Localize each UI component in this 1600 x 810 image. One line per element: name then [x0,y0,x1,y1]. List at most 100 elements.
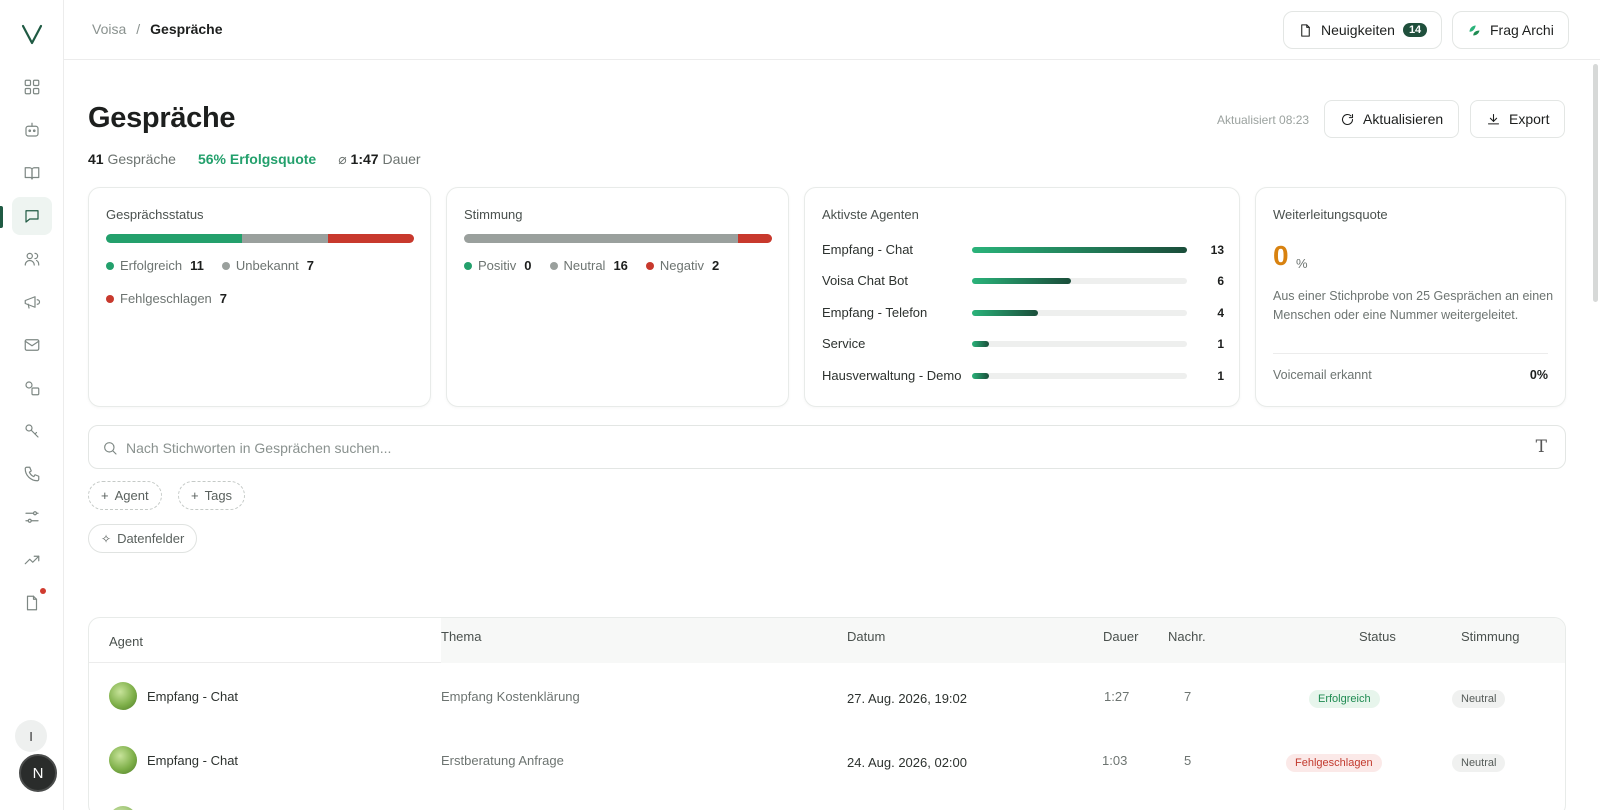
summary-stats: 41 Gespräche 56% Erfolgsquote ⌀ 1:47 Dau… [88,151,421,168]
scrollbar-thumb[interactable] [1593,64,1598,302]
bot-icon [25,122,39,137]
download-icon [1487,113,1500,124]
sentiment-card: Stimmung Positiv 0 Neutral 16 Negativ 2 [446,187,789,407]
column-messages[interactable]: Nachr. [1168,629,1206,644]
column-date[interactable]: Datum [847,629,886,644]
agent-bar [972,310,1039,316]
column-topic[interactable]: Thema [441,629,482,644]
phone-icon [24,466,40,482]
ask-archi-label: Frag Archi [1490,22,1554,38]
refresh-label: Aktualisieren [1363,111,1444,127]
sidebar-item-documents[interactable] [12,584,52,622]
column-duration[interactable]: Dauer [1103,629,1139,644]
cell-date: 24. Aug. 2026, 02:00 [847,755,967,770]
cell-messages: 5 [1184,753,1192,768]
news-button[interactable]: Neuigkeiten 14 [1283,11,1443,49]
sidebar-item-integrations[interactable] [12,369,52,407]
voisa-logo[interactable] [20,22,44,46]
column-agent[interactable]: Agent [109,634,143,649]
sidebar-item-keys[interactable] [12,412,52,450]
sidebar-item-analytics[interactable] [12,541,52,579]
sidebar-item-settings[interactable] [12,498,52,536]
sidebar-item-knowledge[interactable] [12,154,52,192]
megaphone-icon [24,296,41,309]
sidebar-item-contacts[interactable] [12,240,52,278]
agent-row[interactable]: Empfang - Telefon 4 [822,305,1224,320]
last-updated: Aktualisiert 08:23 [1217,113,1310,127]
notification-dot [40,588,46,594]
user-avatar[interactable]: N [19,754,57,792]
search-input[interactable] [126,437,1506,459]
plus-icon: + [191,488,199,503]
legend-failed: Fehlgeschlagen 7 [106,291,227,306]
stack-segment [106,234,242,243]
trend-icon [24,555,40,565]
forward-rate-unit: % [1296,256,1308,271]
cell-agent: Empfang - Chat [147,689,239,704]
sparkle-icon: ✧ [101,531,112,546]
search-icon [104,442,117,455]
shapes-icon [25,381,40,396]
forward-rate-card: Weiterleitungsquote 0 % Aus einer Stichp… [1255,187,1566,407]
sidebar-item-agents[interactable] [12,111,52,149]
scrollbar[interactable] [1592,60,1600,810]
sidebar: I N [0,0,64,810]
agent-row[interactable]: Voisa Chat Bot 6 [822,273,1224,288]
breadcrumb-current: Gespräche [150,21,223,37]
refresh-button[interactable]: Aktualisieren [1324,100,1460,138]
forward-rate-description: Aus einer Stichprobe von 25 Gesprächen a… [1273,289,1554,322]
sidebar-item-mail[interactable] [12,326,52,364]
agents-card-title: Aktivste Agenten [822,207,919,222]
agent-avatar [109,682,137,710]
agent-row[interactable]: Empfang - Chat 13 [822,242,1224,257]
plus-icon: + [101,488,109,503]
ask-archi-button[interactable]: Frag Archi [1452,11,1569,49]
key-icon [25,424,39,438]
news-count-badge: 14 [1402,23,1428,37]
datafields-button[interactable]: ✧ Datenfelder [88,524,198,553]
column-status[interactable]: Status [1359,629,1396,644]
cell-date: 27. Aug. 2026, 19:02 [847,691,967,706]
column-sentiment[interactable]: Stimmung [1461,629,1520,644]
export-label: Export [1509,111,1550,127]
users-icon [24,252,40,266]
sidebar-item-conversations[interactable] [12,197,52,235]
workspace-avatar[interactable]: I [15,720,47,752]
export-button[interactable]: Export [1470,100,1566,138]
agent-row[interactable]: Hausverwaltung - Demo 1 [822,368,1224,383]
stack-segment [737,234,772,243]
breadcrumb-root[interactable]: Voisa [92,21,127,37]
status-badge: Fehlgeschlagen [1286,754,1382,772]
table-row[interactable]: Empfang - Chat Erstberatung Anfrage 24. … [89,728,1565,792]
success-rate: 56% Erfolgsquote [197,151,317,167]
search-bar: T [88,425,1566,469]
active-indicator [0,206,3,228]
mail-icon [24,339,40,351]
sidebar-item-campaigns[interactable] [12,283,52,321]
forward-rate-value: 0 [1273,240,1289,271]
sidebar-item-dashboard[interactable] [12,68,52,106]
agent-bar [972,341,989,347]
filter-agent-chip[interactable]: + Agent [88,481,162,510]
legend-dot [106,261,114,270]
text-mode-icon[interactable]: T [1535,437,1547,457]
document-icon [26,595,38,611]
leaf-icon [1469,25,1480,35]
legend-success: Erfolgreich 11 Unbekannt 7 [106,258,314,273]
book-icon [24,167,40,180]
legend-dot [464,261,472,270]
table-row[interactable]: Empfang - Chat Empfang Kostenklärung 27.… [89,664,1565,728]
breadcrumb-separator: / [136,21,141,37]
sidebar-item-phone[interactable] [12,455,52,493]
status-stacked-bar [106,234,414,243]
table-header: Agent Thema Datum Dauer Nachr. Status St… [89,618,1565,663]
sentiment-legend: Positiv 0 Neutral 16 Negativ 2 [464,258,719,273]
status-card-title: Gesprächsstatus [106,207,204,222]
legend-dot [549,261,558,270]
conversations-table: Agent Thema Datum Dauer Nachr. Status St… [88,617,1566,810]
sentiment-card-title: Stimmung [464,207,523,222]
agent-row[interactable]: Service 1 [822,336,1224,351]
filter-tags-chip[interactable]: + Tags [178,481,246,510]
document-icon [1301,23,1310,37]
news-label: Neuigkeiten [1321,22,1395,38]
